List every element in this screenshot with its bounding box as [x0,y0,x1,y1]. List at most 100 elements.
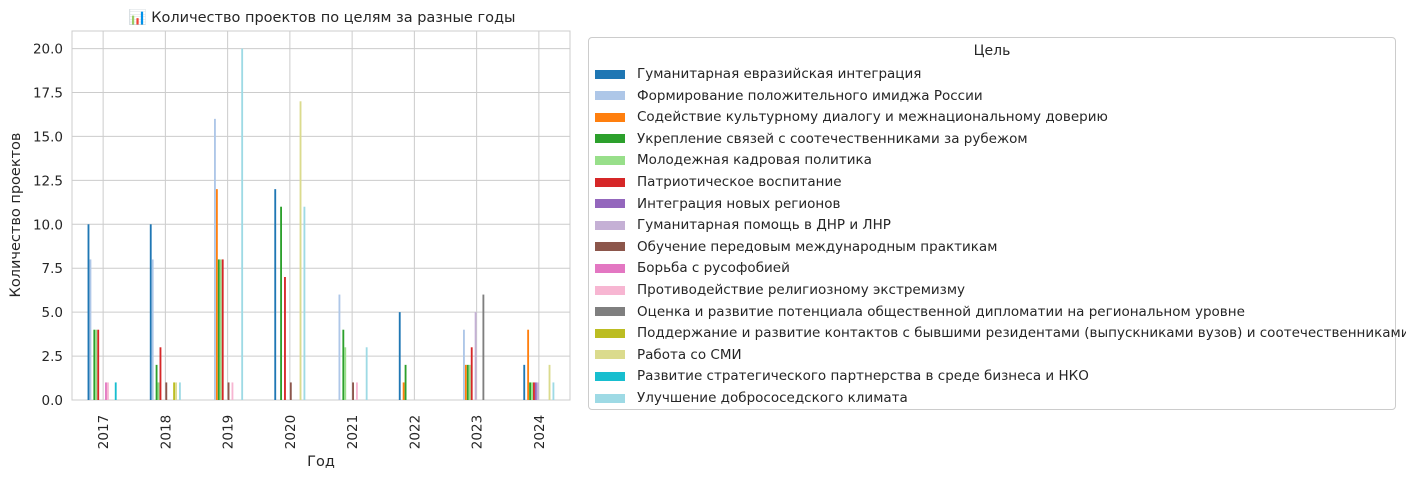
x-tick-label: 2021 [345,415,361,449]
y-axis-label: Количество проектов [8,133,24,298]
bar [398,312,401,400]
legend-label: Оценка и развитие потенциала общественно… [637,303,1245,320]
legend-label: Содействие культурному диалогу и межнаци… [637,109,1108,126]
bar [536,382,539,400]
bar [231,382,234,400]
x-tick-label: 2019 [221,415,237,449]
legend-item: Улучшение добрососедского климата [595,389,908,407]
bar [178,382,181,400]
x-tick-label: 2024 [532,415,548,449]
bar [221,259,224,400]
bar [284,277,286,400]
plot-area [71,30,571,401]
bar [151,259,154,400]
legend-item: Содействие культурному диалогу и межнаци… [595,108,1108,126]
bar [344,347,347,400]
y-tick-label: 17.5 [33,86,63,102]
legend-swatch [595,371,625,381]
legend-item: Формирование положительного имиджа Росси… [595,87,983,105]
x-tick-label: 2020 [283,415,299,449]
legend-swatch [595,112,625,122]
chart-title: 📊 Количество проектов по целям за разные… [129,8,516,26]
legend-label: Борьба с русофобией [637,260,790,277]
bar [482,294,485,400]
legend-item: Противодействие религиозному экстремизму [595,281,965,299]
bar [552,382,555,400]
legend-item: Гуманитарная евразийская интеграция [595,65,921,83]
legend-swatch [595,263,625,273]
legend-swatch [595,155,625,165]
bar [89,259,92,400]
legend-label: Работа со СМИ [637,346,742,363]
legend-swatch [595,134,625,144]
bar [280,206,282,400]
legend-label: Противодействие религиозному экстремизму [637,282,966,298]
legend-swatch [595,328,625,338]
y-tick-label: 5.0 [42,305,63,321]
legend-swatch [595,307,625,317]
bar [173,382,176,400]
legend-item: Борьба с русофобией [595,259,790,277]
bar [159,347,162,400]
bar [107,382,109,400]
bar [404,364,407,400]
legend-swatch [595,199,625,209]
legend-label: Гуманитарная помощь в ДНР и ЛНР [637,217,891,234]
bar [157,382,160,400]
legend-swatch [595,350,625,360]
bar [217,259,220,400]
legend-item: Гуманитарная помощь в ДНР и ЛНР [595,216,891,234]
x-axis-label: Год [307,454,335,470]
bar [227,382,230,400]
bar [165,382,168,400]
bar [274,189,277,400]
bar [531,382,533,400]
bar [548,364,551,400]
bar [97,329,100,400]
legend-item: Интеграция новых регионов [595,195,840,213]
bar [87,224,90,400]
x-tick-label: 2018 [158,415,174,449]
legend-swatch [595,220,625,230]
legend-label: Патриотическое воспитание [637,174,842,190]
legend-item: Развитие стратегического партнерства в с… [595,367,1089,385]
x-axis-ticks: 2017 2018 2019 2020 2021 2022 2023 2024 [96,415,548,449]
legend-label: Поддержание и развитие контактов с бывши… [637,325,1406,342]
legend-swatch [595,393,625,403]
bar [114,382,117,400]
bar [219,259,222,400]
legend-swatch [595,242,625,252]
legend-label: Интеграция новых регионов [637,195,841,212]
bar [214,118,216,401]
legend-label: Молодежная кадровая политика [637,152,872,169]
bar [299,101,302,400]
bar [534,382,537,400]
legend-label: Обучение передовым международным практик… [637,238,998,255]
y-tick-label: 20.0 [33,42,63,58]
bar [356,382,358,400]
legend-swatch [595,69,625,79]
legend-item: Патриотическое воспитание [595,173,842,191]
legend-label: Укрепление связей с соотечественниками з… [637,130,1028,147]
bar [464,364,467,400]
bar [342,329,345,400]
bar [533,382,535,400]
legend-title: Цель [973,43,1011,59]
bar [93,329,96,400]
bars [87,48,555,401]
bar [155,364,158,400]
bar [466,364,469,400]
bar [463,329,465,400]
legend-swatch [595,177,625,187]
x-tick-label: 2017 [96,415,112,449]
bar [529,382,531,400]
bar [352,382,354,400]
bar [303,206,306,400]
legend-label: Формирование положительного имиджа Росси… [637,87,983,104]
y-tick-label: 0.0 [42,393,63,409]
legend-item: Молодежная кадровая политика [595,151,872,169]
grid [72,31,570,401]
bar [365,347,368,400]
legend-item: Работа со СМИ [595,346,742,364]
